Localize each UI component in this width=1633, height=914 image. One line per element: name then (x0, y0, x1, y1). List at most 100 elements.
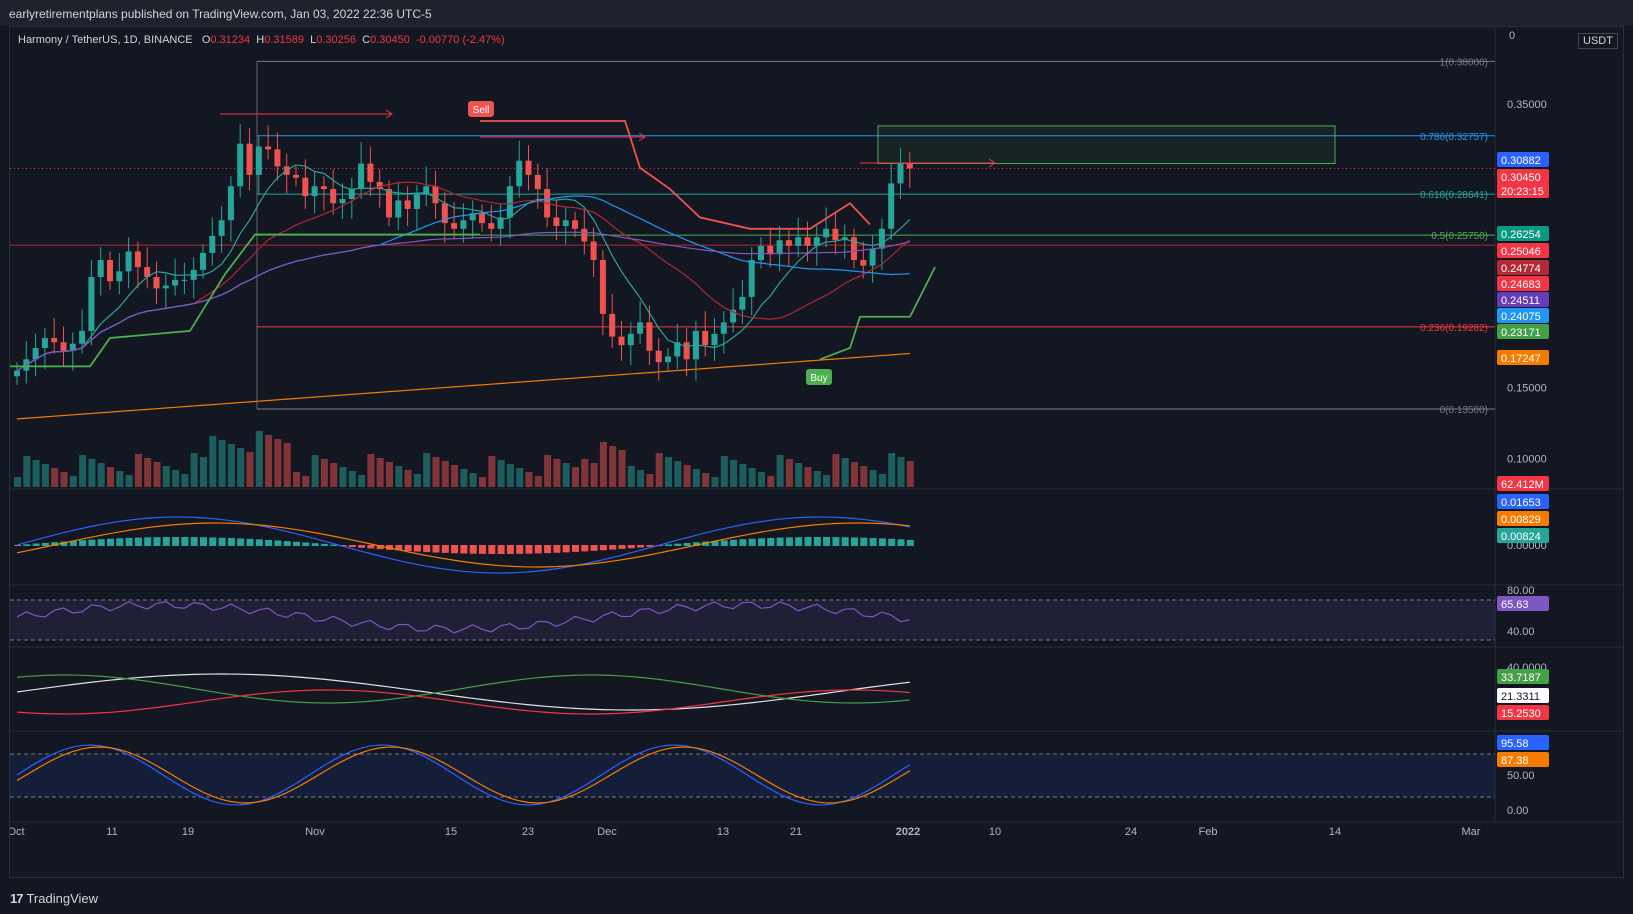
macd-histogram-bar (590, 545, 598, 551)
candle-body (293, 174, 299, 178)
macd-histogram-bar (469, 545, 477, 554)
volume-bar (348, 471, 356, 487)
candle-body (265, 146, 272, 150)
volume-bar (14, 477, 21, 487)
macd-histogram-bar (869, 538, 877, 546)
macd-histogram-bar (41, 542, 49, 546)
volume-bar (32, 460, 40, 487)
volume-bar (711, 477, 719, 487)
volume-bar (153, 462, 161, 487)
macd-tag-text: 0.00829 (1501, 514, 1541, 526)
volume-bar (311, 455, 319, 487)
macd-histogram-bar (544, 545, 552, 554)
candle-body (776, 240, 783, 255)
sma-200-line (16, 352, 910, 420)
price-axis-zero: 0 (1509, 30, 1515, 42)
volume-bar (665, 457, 672, 487)
volume-bar (516, 468, 524, 487)
candle-body (14, 370, 20, 377)
fib-level-label: 0.236(0.19282) (1420, 323, 1488, 334)
rsi-band (10, 600, 1495, 640)
volume-bar (265, 435, 273, 487)
time-axis-label: Feb (1199, 826, 1218, 838)
candle-body (562, 220, 569, 226)
price-tag-box (1497, 183, 1549, 198)
fib-level-label: 0.5(0.25750) (1431, 231, 1488, 242)
price-tag-box (1497, 308, 1549, 323)
open-label: O (201, 34, 211, 46)
price-tag-box (1497, 226, 1549, 241)
macd-histogram-bar (423, 545, 431, 553)
volume-bar (41, 464, 49, 487)
macd-histogram-bar (488, 545, 496, 554)
candle-body (683, 342, 690, 360)
macd-histogram-bar (683, 542, 691, 546)
price-tag-box (1497, 169, 1549, 184)
candle-body (748, 260, 755, 297)
tradingview-logo[interactable]: 17 TradingView (10, 891, 98, 906)
volume-bar (181, 474, 189, 487)
candle-body (534, 174, 541, 190)
volume-bar (60, 472, 68, 487)
macd-histogram-bar (246, 538, 254, 546)
candle-body (618, 336, 625, 346)
volume-bar (404, 470, 412, 487)
macd-histogram-bar (79, 540, 87, 546)
macd-histogram-bar (320, 543, 328, 546)
macd-histogram-bar (553, 545, 561, 553)
symbol-pair: Harmony / TetherUS, 1D, BINANCE (18, 34, 193, 46)
macd-histogram-bar (153, 537, 161, 546)
chart-frame[interactable]: 1(0.38000) 0.786(0.32757) 0.618(0.28641) 0.… (9, 26, 1625, 879)
candle-body (767, 245, 774, 255)
candle-body (488, 223, 495, 229)
fib-level-label: 0.786(0.32757) (1420, 132, 1488, 143)
buy-signal-badge (806, 369, 832, 385)
macd-histogram-bar (311, 543, 319, 546)
high-value: 0.31589 (264, 34, 304, 46)
candle-body (274, 149, 281, 167)
time-axis-label: 21 (790, 826, 802, 838)
volume-bar (906, 461, 914, 487)
volume-bar (423, 453, 431, 487)
macd-tag-box (1497, 494, 1549, 509)
candle-body (832, 228, 839, 241)
macd-histogram-bar (60, 541, 68, 546)
footer (0, 878, 1633, 914)
stoch-tag-box (1497, 752, 1549, 767)
price-tag-text: 20:23:15 (1501, 186, 1544, 198)
dmi-tag-text: 15.2530 (1501, 708, 1541, 720)
macd-histogram-bar (97, 539, 105, 546)
di-minus-line (16, 689, 910, 715)
volume-bar (274, 439, 282, 487)
volume-bar (581, 459, 589, 487)
volume-bar (246, 452, 254, 487)
candle-body (506, 186, 513, 218)
candle-body (711, 333, 718, 346)
candle-body (906, 163, 913, 169)
sell-signal-label: Sell (473, 105, 490, 116)
candle-body (423, 186, 430, 195)
macd-histogram-bar (172, 537, 180, 546)
macd-histogram-bar (776, 537, 784, 546)
macd-histogram-bar (330, 544, 338, 546)
rsi-tick-40: 40.00 (1507, 626, 1535, 638)
chart-canvas[interactable]: 1(0.38000) 0.786(0.32757) 0.618(0.28641) 0.… (10, 27, 1625, 879)
candle-body (227, 186, 234, 221)
volume-bar (544, 455, 552, 487)
volume-bar (172, 470, 180, 487)
close-value: 0.30450 (370, 34, 410, 46)
volume-bar (386, 462, 393, 487)
volume-bar (190, 453, 198, 487)
currency-badge[interactable]: USDT (1578, 33, 1618, 49)
candle-body (469, 213, 476, 221)
macd-histogram-bar (813, 537, 821, 546)
price-tag-box (1497, 292, 1549, 307)
candle-body (181, 279, 188, 281)
low-value: 0.30256 (316, 34, 356, 46)
macd-histogram-bar (692, 542, 700, 546)
price-axis-tick: 0.35000 (1507, 99, 1547, 111)
macd-histogram-bar (572, 545, 579, 552)
volume-bar (218, 440, 226, 487)
candle-body (200, 252, 206, 270)
dmi-tag-box (1497, 688, 1549, 703)
